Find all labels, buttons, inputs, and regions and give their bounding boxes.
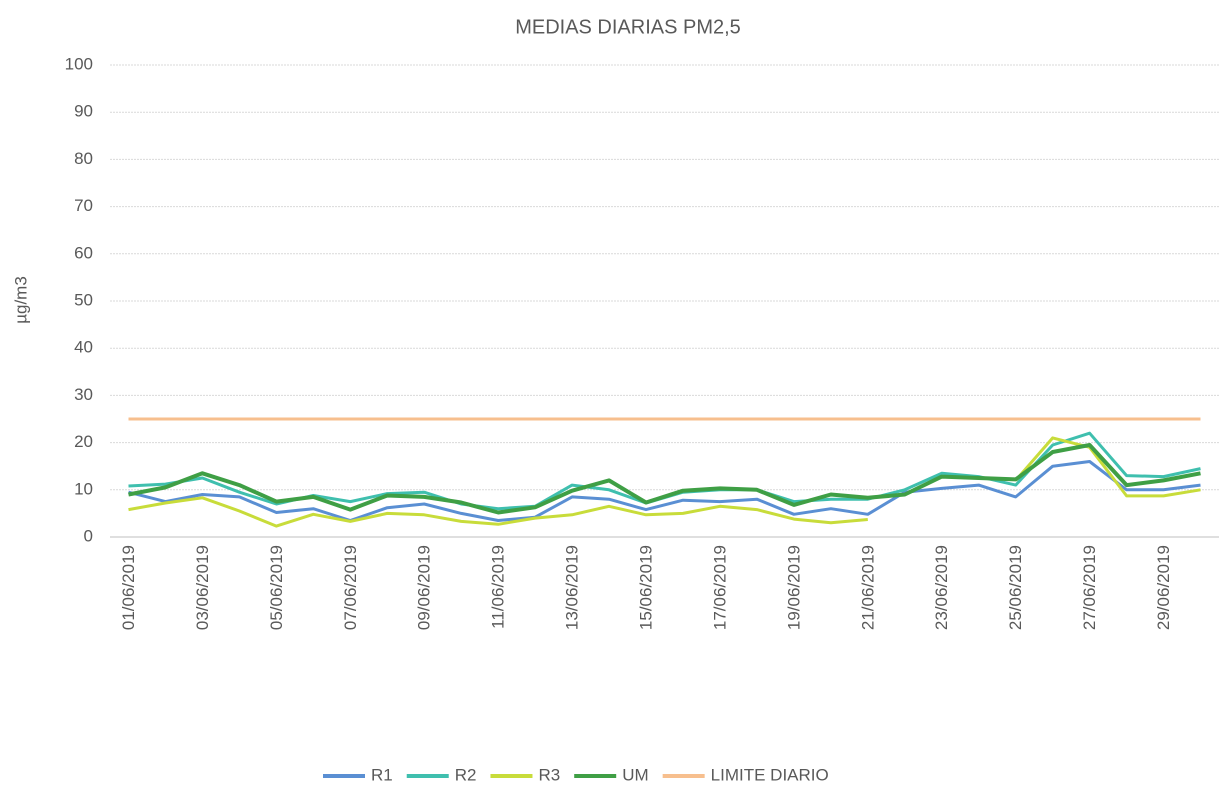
x-tick-label: 01/06/2019 xyxy=(119,545,138,630)
y-tick-label: 90 xyxy=(74,102,93,121)
y-tick-label: 100 xyxy=(65,54,93,73)
x-tick-label: 29/06/2019 xyxy=(1154,545,1173,630)
y-tick-label: 20 xyxy=(74,432,93,451)
x-tick-label: 19/06/2019 xyxy=(784,545,803,630)
legend-label: R1 xyxy=(371,765,393,784)
y-tick-label: 30 xyxy=(74,385,93,404)
y-tick-label: 60 xyxy=(74,243,93,262)
y-tick-label: 10 xyxy=(74,479,93,498)
x-tick-label: 25/06/2019 xyxy=(1006,545,1025,630)
x-tick-label: 05/06/2019 xyxy=(267,545,286,630)
y-axis-label: µg/m3 xyxy=(11,276,30,324)
series-line xyxy=(128,443,1201,515)
series-line xyxy=(128,460,1201,522)
x-tick-label: 17/06/2019 xyxy=(710,545,729,630)
legend-label: R2 xyxy=(455,765,477,784)
x-tick-label: 27/06/2019 xyxy=(1080,545,1099,630)
legend-label: LIMITE DIARIO xyxy=(711,765,829,784)
x-tick-label: 23/06/2019 xyxy=(932,545,951,630)
y-tick-label: 80 xyxy=(74,149,93,168)
legend-label: UM xyxy=(622,765,648,784)
x-tick-label: 21/06/2019 xyxy=(858,545,877,630)
x-tick-label: 11/06/2019 xyxy=(489,545,508,629)
y-tick-label: 40 xyxy=(74,338,93,357)
x-tick-label: 15/06/2019 xyxy=(637,545,656,630)
legend-label: R3 xyxy=(538,765,560,784)
chart-title: MEDIAS DIARIAS PM2,5 xyxy=(515,16,741,38)
x-tick-label: 13/06/2019 xyxy=(563,545,582,630)
y-tick-label: 50 xyxy=(74,290,93,309)
x-tick-label: 03/06/2019 xyxy=(193,545,212,630)
x-tick-label: 09/06/2019 xyxy=(415,545,434,630)
series-line xyxy=(128,436,1201,528)
y-tick-label: 70 xyxy=(74,196,93,215)
y-tick-label: 0 xyxy=(84,526,93,545)
x-tick-label: 07/06/2019 xyxy=(341,545,360,630)
